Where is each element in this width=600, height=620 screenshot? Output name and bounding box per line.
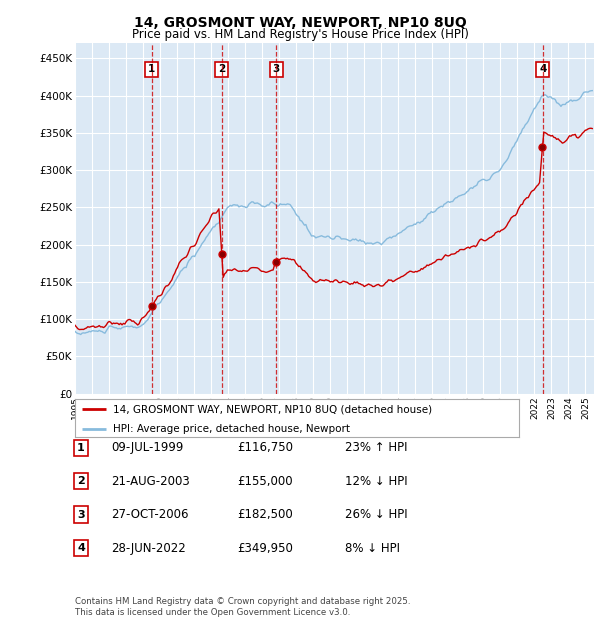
Text: 26% ↓ HPI: 26% ↓ HPI [345, 508, 407, 521]
Text: 1: 1 [148, 64, 155, 74]
Text: 09-JUL-1999: 09-JUL-1999 [111, 441, 184, 454]
Text: 2: 2 [218, 64, 226, 74]
Text: 14, GROSMONT WAY, NEWPORT, NP10 8UQ (detached house): 14, GROSMONT WAY, NEWPORT, NP10 8UQ (det… [113, 404, 432, 414]
Text: 21-AUG-2003: 21-AUG-2003 [111, 475, 190, 487]
Text: 1: 1 [77, 443, 85, 453]
Text: 4: 4 [539, 64, 547, 74]
Text: 12% ↓ HPI: 12% ↓ HPI [345, 475, 407, 487]
Text: £349,950: £349,950 [237, 542, 293, 554]
Text: £155,000: £155,000 [237, 475, 293, 487]
Text: 14, GROSMONT WAY, NEWPORT, NP10 8UQ: 14, GROSMONT WAY, NEWPORT, NP10 8UQ [134, 16, 466, 30]
Text: 4: 4 [77, 543, 85, 553]
Text: 8% ↓ HPI: 8% ↓ HPI [345, 542, 400, 554]
Text: £116,750: £116,750 [237, 441, 293, 454]
Text: 3: 3 [272, 64, 280, 74]
Text: Contains HM Land Registry data © Crown copyright and database right 2025.
This d: Contains HM Land Registry data © Crown c… [75, 598, 410, 617]
Text: 27-OCT-2006: 27-OCT-2006 [111, 508, 188, 521]
Text: Price paid vs. HM Land Registry's House Price Index (HPI): Price paid vs. HM Land Registry's House … [131, 28, 469, 41]
Text: 28-JUN-2022: 28-JUN-2022 [111, 542, 186, 554]
Text: HPI: Average price, detached house, Newport: HPI: Average price, detached house, Newp… [113, 423, 350, 433]
Text: £182,500: £182,500 [237, 508, 293, 521]
Text: 23% ↑ HPI: 23% ↑ HPI [345, 441, 407, 454]
Text: 3: 3 [77, 510, 85, 520]
Text: 2: 2 [77, 476, 85, 486]
